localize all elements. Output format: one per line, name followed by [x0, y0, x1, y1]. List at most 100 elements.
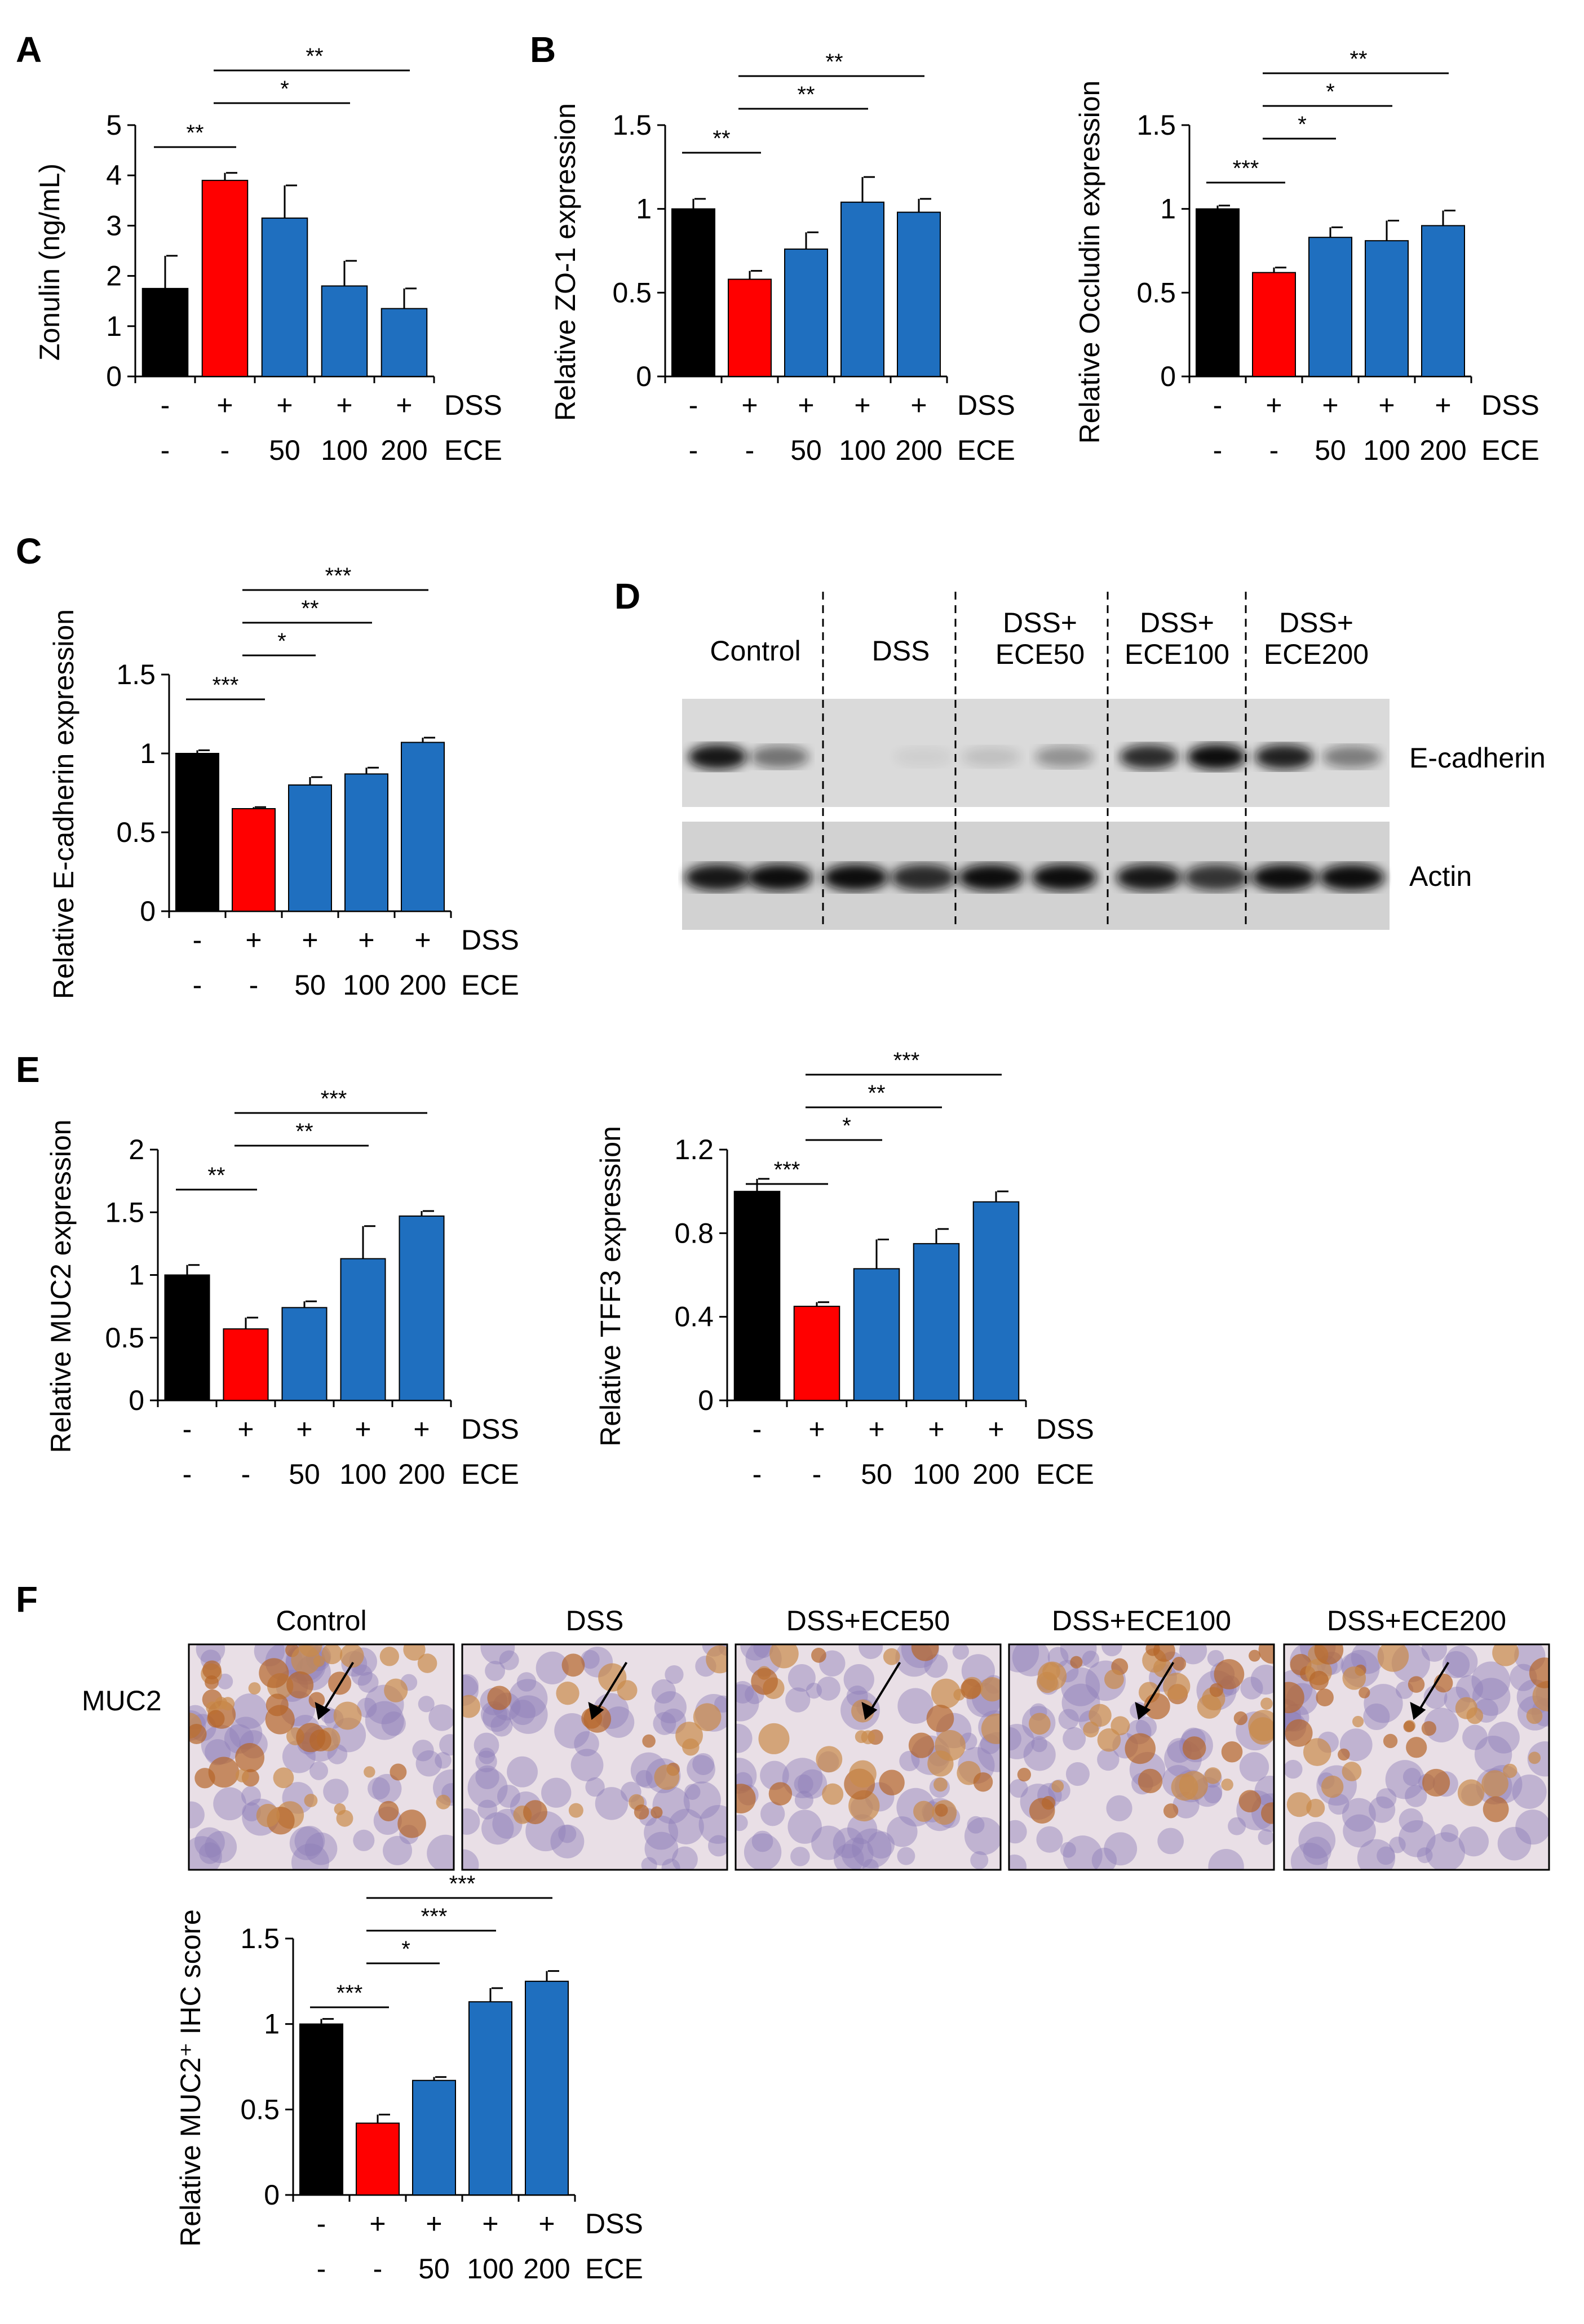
significance-label: **: [186, 121, 203, 145]
dss-mark: +: [482, 2208, 498, 2239]
ihc-stain-blob: [981, 1713, 1001, 1744]
ihc-stain-blob: [1097, 1728, 1121, 1752]
ihc-nuclei-blob: [1497, 1826, 1532, 1861]
ihc-nuclei-blob: [1298, 1821, 1336, 1859]
ece-row-label: ECE: [444, 434, 502, 466]
ihc-nuclei-blob: [1031, 1736, 1047, 1753]
ihc-nuclei-blob: [841, 1837, 874, 1870]
y-axis-label: Relative TFF3 expression: [595, 1126, 626, 1447]
ihc-nuclei-blob: [1455, 1675, 1484, 1702]
ihc-nuclei-blob: [687, 1755, 715, 1784]
y-tick-label: 0: [264, 2179, 280, 2211]
bar: [733, 1191, 781, 1402]
ihc-stain-blob: [926, 1705, 954, 1732]
bar: [299, 2023, 343, 2196]
ecadherin-band: [688, 744, 747, 770]
ihc-nuclei-blob: [232, 1693, 268, 1729]
ece-mark: 200: [398, 1458, 445, 1490]
ihc-nuclei-blob: [654, 1691, 687, 1724]
ihc-nuclei-blob: [806, 1683, 822, 1699]
dss-mark: -: [753, 1413, 762, 1445]
ihc-nuclei-blob: [1405, 1785, 1427, 1807]
dss-row-label: DSS: [1036, 1413, 1094, 1445]
dss-mark: +: [216, 389, 233, 421]
ihc-stain-blob: [313, 1655, 325, 1667]
significance-label: ***: [321, 1086, 347, 1111]
ihc-nuclei-blob: [967, 1816, 985, 1834]
ece-mark: -: [689, 434, 698, 466]
ihc-stain-blob: [617, 1680, 638, 1701]
ihc-nuclei-blob: [1058, 1709, 1079, 1729]
ecadherin-band: [1187, 744, 1246, 770]
blot-group-label-line: DSS+: [1140, 607, 1214, 638]
ihc-stain-blob: [235, 1769, 249, 1782]
ihc-nuclei-blob: [383, 1835, 413, 1865]
ece-row-label: ECE: [957, 434, 1015, 466]
bar: [1196, 208, 1240, 377]
bar: [671, 208, 715, 377]
bar: [201, 180, 249, 377]
ihc-nuclei-blob: [736, 1681, 754, 1704]
ece-mark: 200: [895, 434, 942, 466]
ihc-nuclei-blob: [418, 1696, 435, 1713]
ihc-nuclei-blob: [794, 1774, 813, 1794]
bar: [380, 308, 428, 378]
ihc-nuclei-blob: [474, 1732, 499, 1758]
ihc-nuclei-blob: [1474, 1735, 1512, 1773]
ihc-nuclei-blob: [970, 1851, 989, 1870]
ihc-stain-blob: [1526, 1707, 1543, 1724]
bar: [1365, 240, 1409, 377]
blot-group-label-line: ECE200: [1264, 638, 1369, 670]
ece-mark: -: [241, 1458, 251, 1490]
ece-mark: -: [249, 969, 259, 1001]
ihc-nuclei-blob: [1104, 1832, 1138, 1866]
ece-mark: 100: [913, 1458, 959, 1490]
ihc-nuclei-blob: [229, 1717, 263, 1750]
dss-mark: +: [296, 1413, 312, 1445]
ihc-nuclei-blob: [595, 1787, 629, 1820]
ihc-nuclei-blob: [668, 1808, 704, 1844]
ihc-stain-blob: [1406, 1737, 1427, 1758]
significance-label: *: [1298, 112, 1307, 137]
ihc-frame: [1283, 1643, 1550, 1871]
ihc-stain-blob: [1138, 1768, 1163, 1794]
ihc-nuclei-blob: [516, 1672, 537, 1692]
ihc-nuclei-blob: [1060, 1842, 1076, 1858]
ihc-nuclei-blob: [1389, 1837, 1406, 1853]
ihc-nuclei-blob: [1458, 1826, 1489, 1857]
y-tick-label: 3: [106, 210, 122, 241]
ece-mark: -: [1213, 434, 1223, 466]
y-tick-label: 1: [106, 311, 122, 342]
ecadherin-band: [962, 747, 1020, 767]
ihc-stain-blob: [960, 1679, 981, 1700]
ihc-nuclei-blob: [790, 1847, 810, 1866]
ihc-nuclei-blob: [1157, 1828, 1184, 1855]
ihc-nuclei-blob: [1063, 1727, 1086, 1750]
y-tick-label: 0: [636, 361, 652, 392]
bar: [223, 1328, 269, 1402]
dss-mark: +: [336, 389, 352, 421]
y-axis-label: Relative MUC2⁺ IHC score: [175, 1909, 206, 2247]
ihc-stain-blob: [248, 1682, 261, 1695]
ihc-nuclei-blob: [1239, 1752, 1269, 1782]
y-axis-label: Relative ZO-1 expression: [550, 103, 581, 421]
ihc-stain-blob: [1144, 1693, 1170, 1719]
ihc-nuclei-blob: [692, 1753, 715, 1775]
ece-mark: 200: [1419, 434, 1466, 466]
ihc-stain-blob: [849, 1760, 877, 1788]
ihc-stain-blob: [1403, 1720, 1415, 1732]
ihc-nuclei-blob: [499, 1650, 519, 1670]
ece-mark: 100: [1363, 434, 1410, 466]
ihc-image: [736, 1644, 1001, 1870]
ihc-nuclei-blob: [683, 1781, 721, 1819]
ihc-stain-blob: [883, 1648, 900, 1665]
ihc-nuclei-blob: [357, 1697, 377, 1718]
ihc-stain-blob: [861, 1730, 875, 1745]
bar: [972, 1201, 1020, 1401]
ihc-nuclei-blob: [1009, 1820, 1027, 1844]
ihc-nuclei-blob: [412, 1740, 434, 1762]
ihc-nuclei-blob: [1101, 1644, 1122, 1657]
ihc-nuclei-blob: [672, 1846, 698, 1870]
significance-label: **: [295, 1119, 313, 1144]
ihc-stain-blob: [1303, 1738, 1331, 1766]
